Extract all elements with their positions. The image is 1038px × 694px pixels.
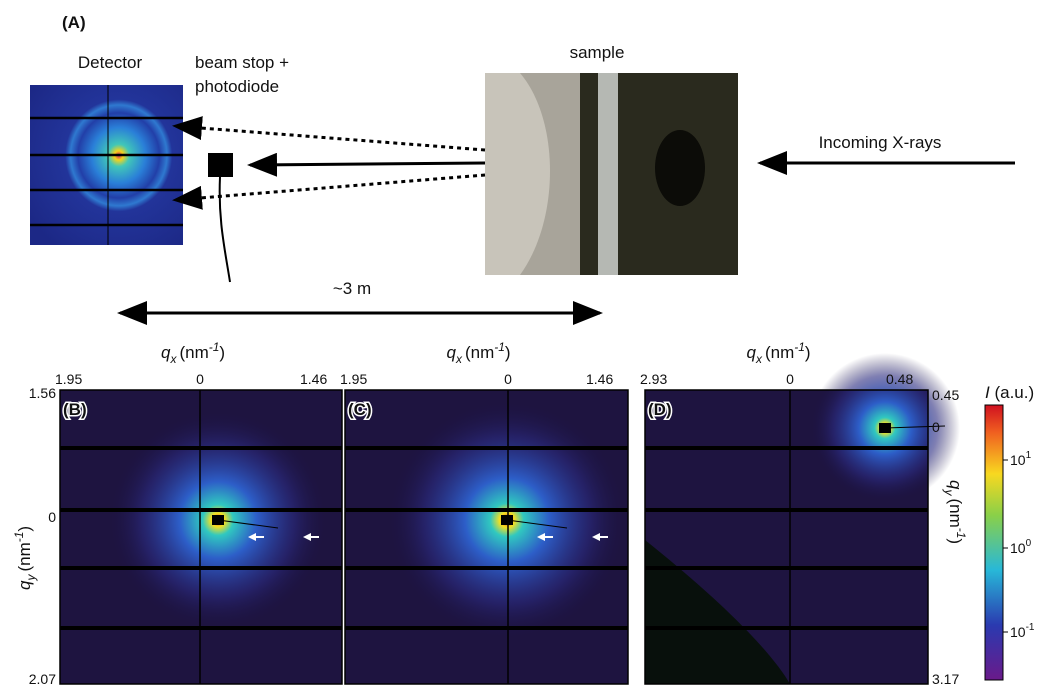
y-tick-label: 2.07 — [29, 671, 56, 687]
distance-label: ~3 m — [333, 279, 371, 298]
beamstop-label: beam stop + — [195, 53, 289, 72]
white-arrow — [248, 533, 264, 541]
detector-image — [30, 85, 183, 245]
panel-frame — [59, 389, 343, 685]
shadow — [645, 540, 790, 684]
white-arrow — [303, 533, 319, 541]
sample-label: sample — [570, 43, 625, 62]
y-tick-label: 3.17 — [932, 671, 959, 687]
x-tick-label: 2.93 — [640, 371, 667, 387]
x-tick-label: 0 — [196, 371, 204, 387]
panel-label: (A) — [62, 13, 86, 32]
y-tick-label: 1.56 — [29, 385, 56, 401]
axis-label: qx (nm-1) — [447, 340, 511, 366]
white-arrow — [537, 533, 553, 541]
colorbar-label: I (a.u.) — [985, 383, 1034, 402]
wire — [506, 519, 568, 529]
y-tick-label: 0 — [48, 509, 56, 525]
white-arrow — [592, 533, 608, 541]
x-tick-label: 1.95 — [340, 371, 367, 387]
x-tick-label: 0 — [786, 371, 794, 387]
y-tick-label: 0 — [932, 419, 940, 435]
panel-label: (D) — [648, 400, 672, 419]
panel-label: (C) — [348, 400, 372, 419]
beam-arrows — [117, 116, 1015, 325]
wire — [884, 425, 946, 429]
panel-label: (B) — [63, 400, 87, 419]
x-tick-label: 0.48 — [886, 371, 913, 387]
wire — [218, 176, 231, 283]
incoming-label: Incoming X-rays — [819, 133, 942, 152]
axis-label: qy(nm-1) — [942, 480, 968, 544]
x-tick-label: 1.46 — [586, 371, 613, 387]
colorbar-tick-label: 10-1 — [1010, 622, 1035, 640]
beam-stop — [208, 153, 233, 177]
panel-frame — [644, 389, 929, 685]
x-tick-label: 1.46 — [300, 371, 327, 387]
detector-lines — [30, 85, 183, 245]
axis-label: qx (nm-1) — [747, 340, 811, 366]
beamstop-label: photodiode — [195, 77, 279, 96]
colorbar — [984, 404, 1004, 681]
colorbar-tick-label: 101 — [1010, 450, 1032, 468]
panel-frame — [344, 389, 629, 685]
sample-photo — [485, 73, 738, 275]
y-tick-label: 0.45 — [932, 387, 959, 403]
x-tick-label: 0 — [504, 371, 512, 387]
axis-label: qy(nm-1) — [12, 526, 38, 590]
x-tick-label: 1.95 — [55, 371, 82, 387]
colorbar-tick-label: 100 — [1010, 538, 1032, 556]
lower-panels: (B) qx (nm-1) 1.95 0 1.46 1.56 0 2.07 (C) qx (nm-1)… — [12, 340, 968, 687]
detector-label: Detector — [78, 53, 143, 72]
axis-label: qx (nm-1) — [161, 340, 225, 366]
wire — [217, 519, 279, 529]
